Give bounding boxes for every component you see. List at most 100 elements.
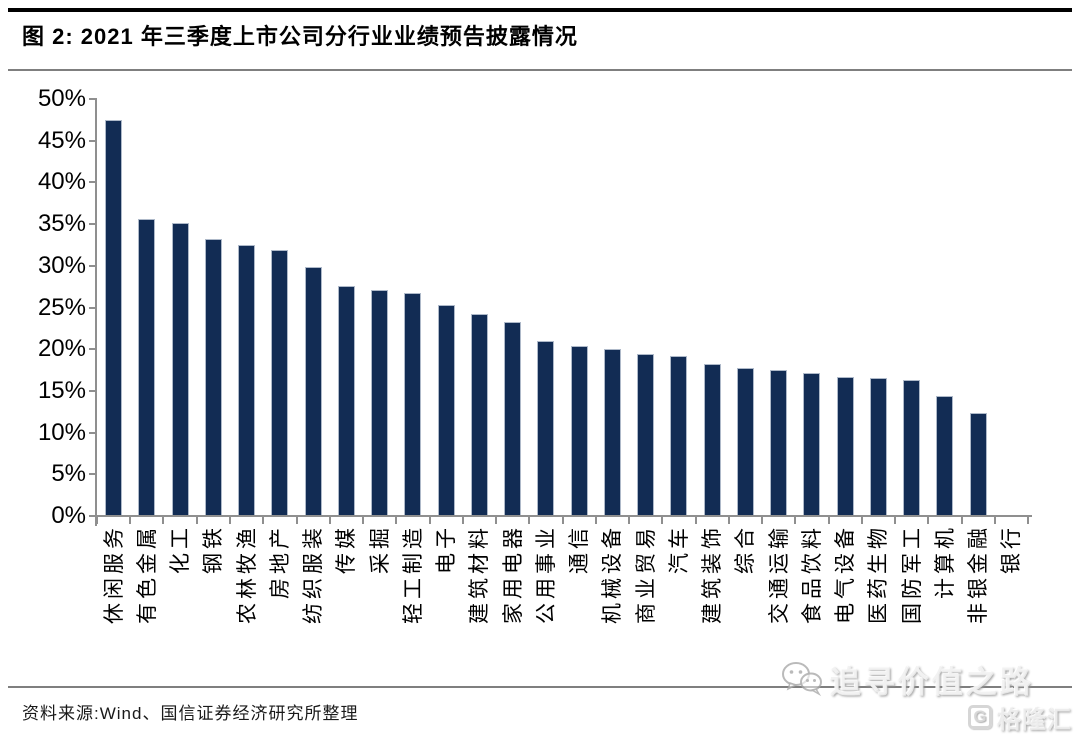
x-axis-label: 房地产 [267, 524, 292, 599]
y-tick-mark [89, 223, 97, 226]
watermark-brand-row: G 格隆汇 [780, 702, 1072, 734]
x-axis-ticks [96, 517, 1029, 525]
bar-slot [363, 99, 396, 515]
x-tick-mark [461, 517, 464, 524]
bar-通信 [570, 346, 588, 515]
bar-slot [829, 99, 862, 515]
bar-电气设备 [836, 377, 854, 515]
x-axis-label: 纺织服装 [301, 524, 326, 624]
x-axis-label: 通信 [567, 524, 592, 574]
x-tick-mark [860, 517, 863, 524]
bar-汽车 [670, 356, 688, 515]
bar-食品饮料 [803, 373, 821, 515]
bar-slot [97, 99, 130, 515]
x-tick-mark [195, 517, 198, 524]
x-label-cell: 化工 [164, 524, 197, 679]
bar-slot [729, 99, 762, 515]
y-tick-mark [89, 264, 97, 267]
x-tick-mark [528, 517, 531, 524]
bar-slot [596, 99, 629, 515]
x-tick-mark [661, 517, 664, 524]
bar-有色金属 [138, 219, 156, 515]
x-tick-mark [761, 517, 763, 524]
bar-slot [330, 99, 363, 515]
y-tick-mark [89, 181, 97, 184]
x-axis-line [95, 515, 1032, 517]
x-tick-mark [827, 517, 830, 524]
y-tick-mark [89, 306, 97, 309]
bar-商业贸易 [637, 354, 655, 515]
x-tick-mark [295, 517, 298, 524]
bar-轻工制造 [404, 293, 422, 515]
x-axis-label: 传媒 [334, 524, 359, 574]
x-label-cell: 纺织服装 [297, 524, 330, 679]
bar-slot [762, 99, 795, 515]
x-tick-mark [1027, 517, 1029, 524]
x-axis-label: 商业贸易 [633, 524, 658, 624]
bar-slot [197, 99, 230, 515]
bar-电子 [437, 305, 455, 515]
x-axis-label: 银行 [999, 524, 1024, 574]
bar-slot [662, 99, 695, 515]
watermark: 追寻价值之路 G 格隆汇 [780, 658, 1072, 734]
x-label-cell: 轻工制造 [396, 524, 429, 679]
bar-slot [263, 99, 296, 515]
bar-slot [895, 99, 928, 515]
x-label-cell: 房地产 [263, 524, 296, 679]
bar-slot [230, 99, 263, 515]
x-axis-label: 交通运输 [766, 524, 791, 624]
bar-房地产 [271, 250, 289, 515]
bar-slot [529, 99, 562, 515]
x-axis-label: 公用事业 [533, 524, 558, 624]
x-tick-mark [960, 517, 963, 524]
x-label-cell: 通信 [563, 524, 596, 679]
y-tick-label: 30% [37, 251, 86, 279]
bar-slot [563, 99, 596, 515]
source-note: 资料来源:Wind、国信证券经济研究所整理 [22, 704, 359, 723]
bar-化工 [171, 223, 189, 515]
x-tick-mark [395, 517, 398, 524]
x-axis-label: 轻工制造 [400, 524, 425, 624]
bar-传媒 [337, 286, 355, 515]
x-tick-mark [727, 517, 730, 524]
bar-机械设备 [603, 349, 621, 515]
bar-公用事业 [537, 341, 555, 515]
bar-slot [962, 99, 995, 515]
y-tick-mark [89, 431, 97, 434]
x-label-cell: 机械设备 [596, 524, 629, 679]
x-axis-label: 建筑装饰 [700, 524, 725, 624]
bar-slot [795, 99, 828, 515]
x-label-cell: 休闲服务 [97, 524, 130, 679]
x-label-cell: 电子 [430, 524, 463, 679]
x-axis-label: 非银金融 [966, 524, 991, 624]
bar-slot [130, 99, 163, 515]
bar-slot [995, 99, 1028, 515]
bar-slot [696, 99, 729, 515]
bar-slot [496, 99, 529, 515]
bar-slot [297, 99, 330, 515]
bar-slot [463, 99, 496, 515]
x-axis-label: 电子 [434, 524, 459, 574]
x-tick-mark [594, 517, 597, 524]
y-tick-label: 15% [37, 376, 86, 404]
y-tick-label: 25% [37, 293, 86, 321]
x-tick-mark [561, 517, 564, 524]
x-label-cell: 建筑装饰 [696, 524, 729, 679]
x-axis-label: 休闲服务 [101, 524, 126, 624]
gelonghui-logo-icon: G [968, 705, 992, 729]
y-tick-label: 50% [37, 85, 86, 112]
x-axis-label: 化工 [168, 524, 193, 574]
x-label-cell: 食品饮料 [795, 524, 828, 679]
y-axis-labels: 50% 45% 40% 35% 30% 25% 20% 15% 10% 5% 0% [14, 86, 86, 529]
x-label-cell: 钢铁 [197, 524, 230, 679]
x-axis-label: 采掘 [367, 524, 392, 574]
y-tick-label: 20% [37, 335, 86, 363]
x-tick-mark [894, 517, 896, 524]
x-label-cell: 公用事业 [529, 524, 562, 679]
bar-建筑装饰 [703, 364, 721, 515]
gelonghui-logo-text: 格隆汇 [997, 706, 1072, 734]
y-tick-label: 35% [37, 210, 86, 238]
x-tick-mark [162, 517, 165, 524]
x-label-cell: 交通运输 [762, 524, 795, 679]
